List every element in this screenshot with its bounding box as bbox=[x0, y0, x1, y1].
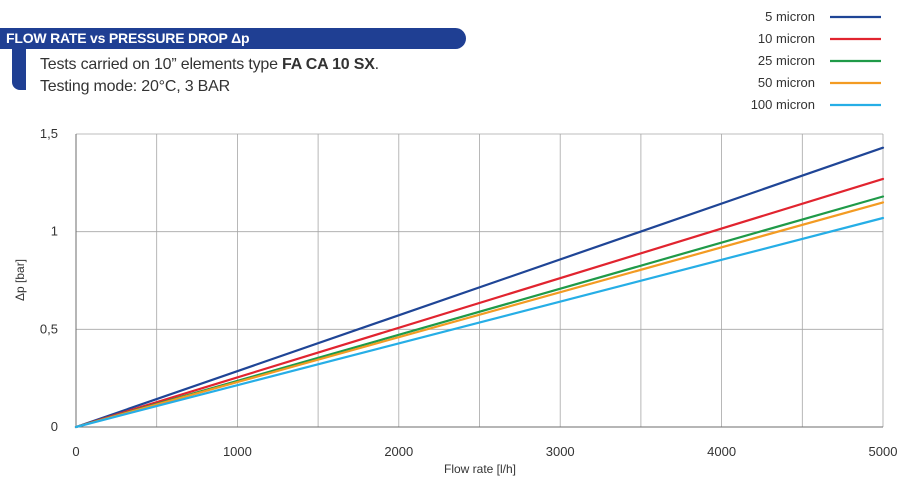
grid-lines bbox=[76, 133, 884, 427]
x-axis-label: Flow rate [l/h] bbox=[444, 462, 516, 476]
y-tick-label: 1,5 bbox=[40, 126, 58, 141]
element-type: FA CA 10 SX bbox=[282, 56, 375, 73]
series-line bbox=[74, 216, 885, 429]
y-tick-label: 1 bbox=[51, 224, 58, 239]
legend-label: 50 micron bbox=[758, 75, 815, 90]
chart-title: FLOW RATE vs PRESSURE DROP Δp bbox=[6, 30, 250, 46]
test-description-prefix: Tests carried on 10” elements type bbox=[40, 56, 283, 73]
x-tick-label: 1000 bbox=[223, 444, 252, 459]
series-line bbox=[74, 146, 885, 429]
x-tick-label: 2000 bbox=[384, 444, 413, 459]
y-tick-labels: 0 0,5 1 1,5 bbox=[40, 126, 58, 434]
legend-label: 100 micron bbox=[751, 97, 815, 112]
series-lines bbox=[74, 146, 885, 429]
legend: 5 micron 10 micron 25 micron 50 micron 100 m… bbox=[751, 9, 881, 112]
test-description-line2: Testing mode: 20°C, 3 BAR bbox=[40, 78, 230, 95]
series-line bbox=[74, 177, 885, 429]
chart-title-banner: FLOW RATE vs PRESSURE DROP Δp bbox=[0, 28, 466, 49]
test-description-suffix: . bbox=[374, 56, 379, 73]
axes bbox=[75, 134, 883, 428]
y-tick-label: 0,5 bbox=[40, 321, 58, 336]
legend-label: 5 micron bbox=[765, 9, 815, 24]
test-description: Tests carried on 10” elements type FA CA… bbox=[40, 54, 379, 98]
x-tick-label: 0 bbox=[72, 444, 79, 459]
y-axis-label: Δp [bar] bbox=[13, 259, 27, 301]
x-tick-label: 3000 bbox=[546, 444, 575, 459]
series-line bbox=[74, 201, 885, 429]
test-description-line1: Tests carried on 10” elements type FA CA… bbox=[40, 54, 379, 76]
legend-label: 10 micron bbox=[758, 31, 815, 46]
legend-label: 25 micron bbox=[758, 53, 815, 68]
y-tick-label: 0 bbox=[51, 419, 58, 434]
title-banner-tab bbox=[12, 44, 26, 90]
x-tick-label: 4000 bbox=[707, 444, 736, 459]
x-tick-labels: 0 1000 2000 3000 4000 5000 bbox=[72, 444, 897, 459]
x-tick-label: 5000 bbox=[869, 444, 898, 459]
